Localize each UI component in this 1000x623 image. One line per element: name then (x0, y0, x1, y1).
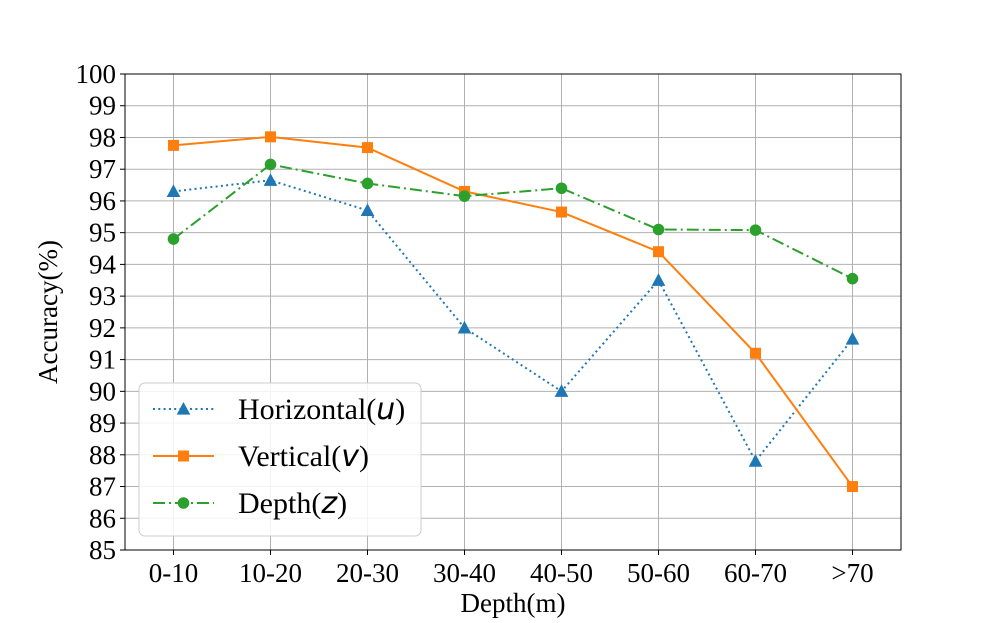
x-tick-label: 10-20 (239, 558, 302, 588)
y-tick-label: 93 (89, 281, 116, 311)
y-tick-label: 95 (89, 218, 116, 248)
y-axis-title: Accuracy(%) (33, 240, 63, 384)
legend-marker (177, 497, 190, 509)
data-point (652, 223, 665, 236)
x-tick-label: 60-70 (724, 558, 787, 588)
y-tick-label: 89 (89, 408, 116, 438)
series-circle-2 (167, 158, 859, 285)
y-tick-label: 98 (89, 122, 116, 152)
data-point (458, 190, 471, 202)
x-tick-label: 50-60 (627, 558, 690, 588)
legend-item: Depth(z) (153, 486, 347, 521)
y-tick-label: 85 (89, 535, 116, 565)
data-point (847, 481, 858, 493)
legend-marker (176, 401, 191, 415)
data-point (555, 182, 568, 195)
data-point (166, 184, 181, 198)
legend-items: Horizontal(u) Vertical(v) Depth(z) (153, 392, 405, 521)
data-point (167, 233, 180, 245)
legend-item: Horizontal(u) (153, 392, 405, 427)
data-point (265, 131, 276, 143)
data-point (556, 206, 567, 218)
y-tick-label: 100 (76, 59, 117, 89)
series-line (173, 135, 854, 488)
legend-marker (178, 450, 189, 462)
data-point (748, 454, 763, 467)
y-tick-label: 86 (89, 503, 116, 533)
data-point (360, 203, 375, 217)
data-point (457, 320, 472, 334)
data-point (264, 158, 277, 171)
legend-label: Depth(z) (238, 486, 347, 521)
data-point (168, 139, 179, 151)
legend-item: Vertical(v) (153, 439, 369, 474)
legend: Horizontal(u) Vertical(v) Depth(z) (138, 382, 422, 537)
data-point (749, 224, 762, 236)
series-line (173, 179, 854, 463)
series-line (172, 163, 853, 280)
y-tick-label: 99 (89, 91, 116, 121)
data-point (845, 331, 860, 345)
y-tick-label: 97 (89, 154, 116, 184)
data-point (361, 177, 374, 190)
y-tick-label: 94 (89, 249, 117, 279)
series-group (166, 131, 860, 493)
data-point (651, 273, 666, 286)
x-tick-label: 20-30 (336, 558, 399, 588)
legend-box (138, 382, 422, 537)
data-point (263, 173, 278, 186)
x-tick-label: 40-50 (530, 558, 593, 588)
y-tick-label: 92 (89, 313, 116, 343)
x-tick-label: 30-40 (433, 558, 496, 588)
y-tick-label: 90 (89, 376, 116, 406)
y-tick-label: 96 (89, 186, 116, 216)
data-point (554, 384, 569, 397)
y-tick-label: 91 (89, 345, 116, 375)
data-point (653, 246, 664, 258)
plot-frame (124, 73, 902, 551)
x-axis-title: Depth(m) (461, 588, 566, 618)
y-tick-label: 87 (89, 472, 116, 502)
x-tick-label: 0-10 (149, 558, 199, 588)
data-point (362, 142, 373, 154)
y-tick-label: 88 (89, 440, 116, 470)
data-point (846, 272, 859, 285)
legend-label: Horizontal(u) (238, 392, 405, 427)
x-tick-label: >70 (831, 558, 873, 588)
data-point (750, 347, 761, 359)
series-triangle-0 (166, 173, 860, 467)
legend-label: Vertical(v) (238, 439, 369, 474)
